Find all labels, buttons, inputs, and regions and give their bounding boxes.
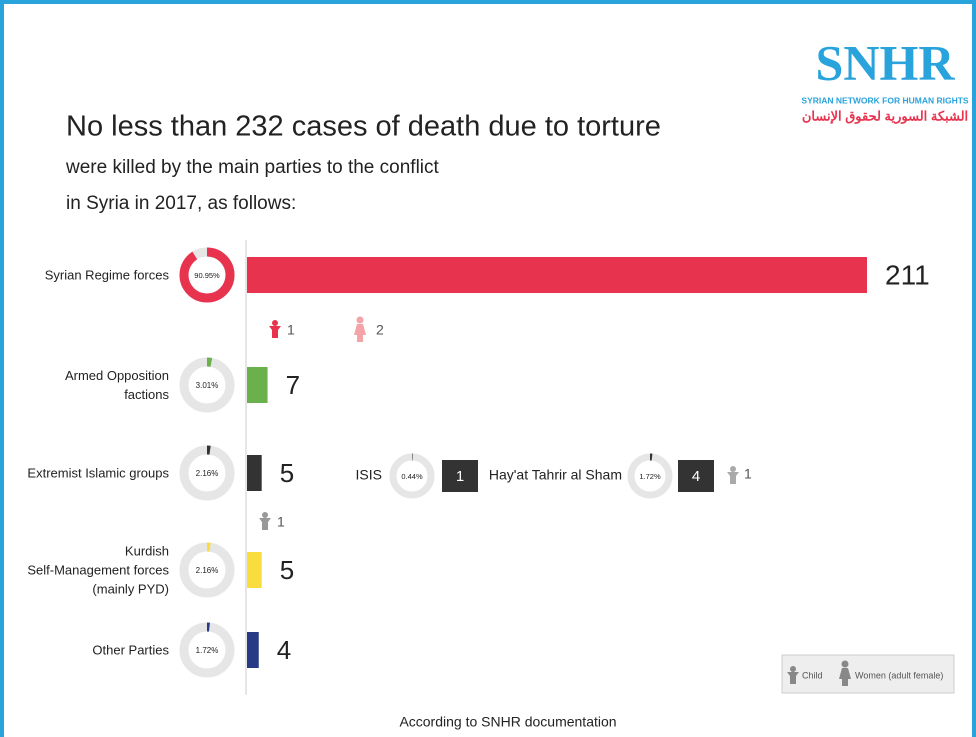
bar xyxy=(247,257,867,293)
subtitle: were killed by the main parties to the c… xyxy=(65,157,440,178)
child-count: 1 xyxy=(277,514,285,530)
child-count: 1 xyxy=(744,466,752,482)
category-label: Kurdish Self-Management forces (mainly P… xyxy=(27,543,169,597)
child-icon xyxy=(269,326,281,338)
women-count: 2 xyxy=(376,322,384,338)
child-icon xyxy=(262,512,268,518)
donut-arc xyxy=(179,622,235,678)
donut-arc xyxy=(389,453,435,499)
breakdown-share: 0.44% xyxy=(401,472,423,481)
donut-arc xyxy=(179,247,235,303)
bar xyxy=(247,455,262,491)
bar xyxy=(247,552,262,588)
legend-child: Child xyxy=(802,670,823,680)
donut-arc xyxy=(179,445,235,501)
donut-arc xyxy=(179,357,235,413)
breakdown-value: 1 xyxy=(456,468,464,485)
value-label: 211 xyxy=(885,259,930,290)
category-label: Syrian Regime forces xyxy=(44,267,169,283)
category-label: Other Parties xyxy=(92,642,169,658)
child-icon xyxy=(259,518,271,530)
share-label: 1.72% xyxy=(196,646,219,655)
breakdown-box xyxy=(678,460,714,492)
women-icon xyxy=(841,660,849,668)
chart-title: No less than 232 cases of death due to t… xyxy=(66,111,661,143)
child-icon xyxy=(272,320,278,326)
subtitle: in Syria in 2017, as follows: xyxy=(66,193,296,214)
value-label: 7 xyxy=(286,370,300,400)
bar xyxy=(247,367,268,403)
legend-box xyxy=(781,654,955,694)
donut-arc xyxy=(179,542,235,598)
share-label: 3.01% xyxy=(196,381,219,390)
child-icon xyxy=(730,466,736,472)
child-icon xyxy=(790,666,796,672)
breakdown-label: Hay'at Tahrir al Sham xyxy=(489,467,622,483)
women-icon xyxy=(356,316,364,324)
breakdown-value: 4 xyxy=(692,468,700,485)
category-label: Armed Opposition factions xyxy=(64,368,169,402)
category-label: Extremist Islamic groups xyxy=(27,465,169,481)
logo-subtitle: SYRIAN NETWORK FOR HUMAN RIGHTS xyxy=(801,95,968,105)
value-label: 5 xyxy=(280,458,294,488)
share-label: 2.16% xyxy=(196,566,219,575)
women-icon xyxy=(839,668,851,686)
value-label: 5 xyxy=(280,555,294,585)
child-count: 1 xyxy=(287,322,295,338)
breakdown-label: ISIS xyxy=(356,467,382,483)
women-icon xyxy=(354,324,366,342)
share-label: 2.16% xyxy=(196,469,219,478)
logo-name: SNHR xyxy=(816,34,956,90)
breakdown-box xyxy=(442,460,478,492)
legend-women: Women (adult female) xyxy=(855,670,943,680)
value-label: 4 xyxy=(277,635,291,665)
child-icon xyxy=(727,472,739,484)
breakdown-share: 1.72% xyxy=(639,472,661,481)
share-label: 90.95% xyxy=(194,271,220,280)
bar xyxy=(247,632,259,668)
child-icon xyxy=(787,672,799,684)
logo-arabic: الشبكة السورية لحقوق الإنسان xyxy=(802,108,968,124)
source: According to SNHR documentation xyxy=(399,714,616,730)
donut-arc xyxy=(627,453,673,499)
